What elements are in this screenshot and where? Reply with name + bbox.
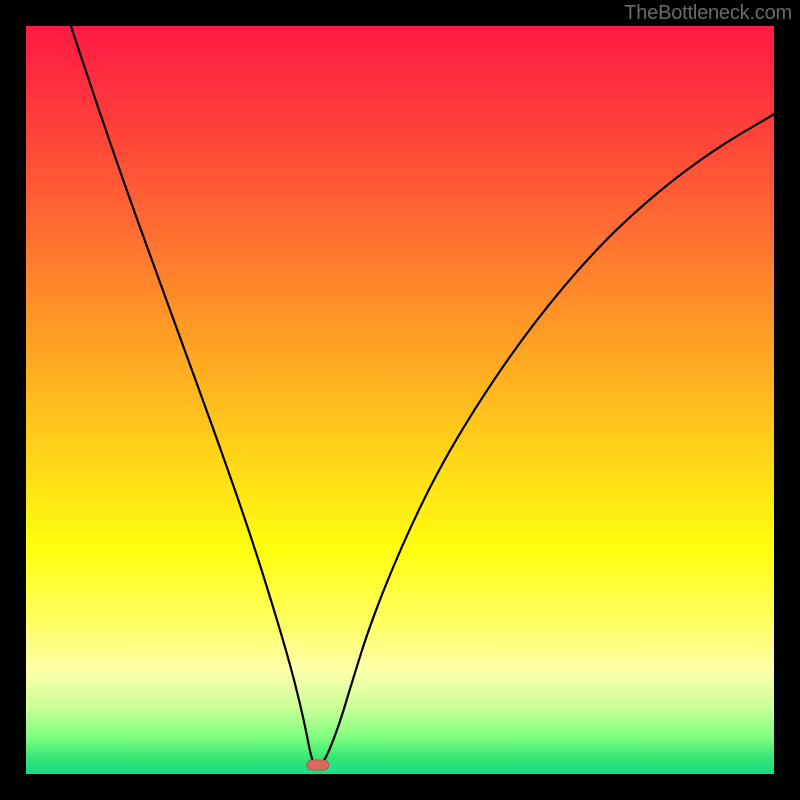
chart-container: TheBottleneck.com: [0, 0, 800, 800]
plot-background: [26, 26, 774, 774]
chart-svg: [0, 0, 800, 800]
watermark-text: TheBottleneck.com: [624, 2, 792, 25]
optimum-marker: [307, 760, 329, 770]
